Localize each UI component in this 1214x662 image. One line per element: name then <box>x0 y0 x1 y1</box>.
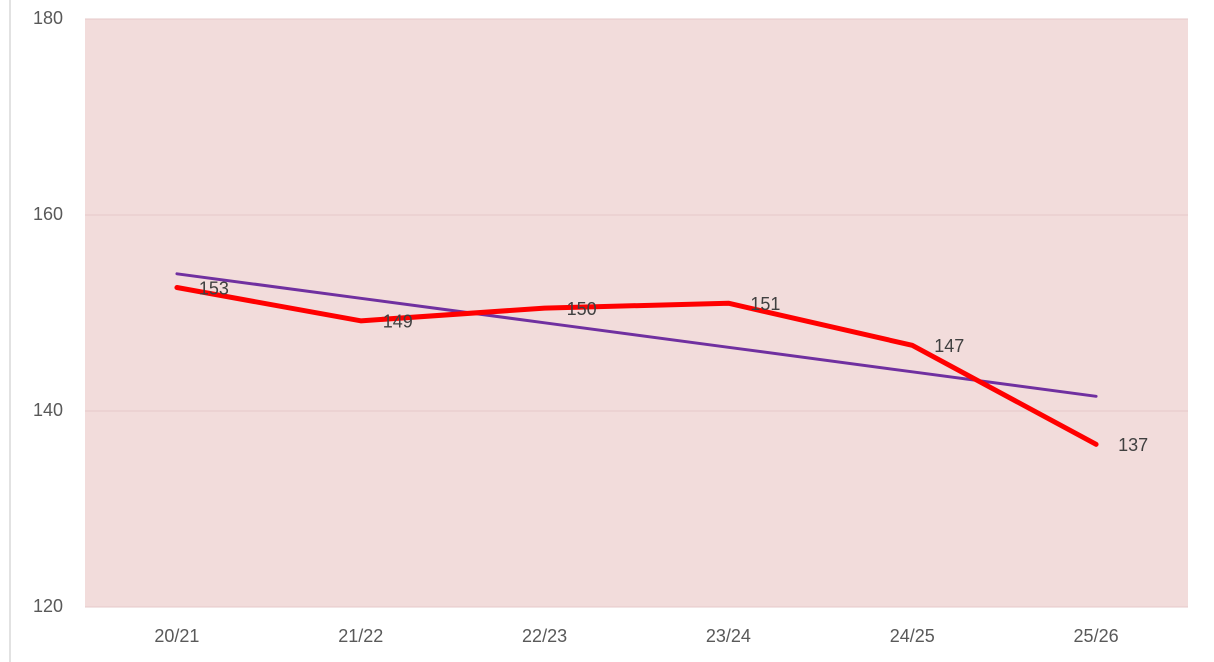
x-tick-label: 20/21 <box>154 626 199 646</box>
data-label: 150 <box>567 299 597 319</box>
line-series <box>175 272 1098 398</box>
x-tick-label: 21/22 <box>338 626 383 646</box>
data-label: 151 <box>750 294 780 314</box>
y-tick-label: 140 <box>33 400 63 420</box>
data-label: 137 <box>1118 435 1148 455</box>
plot-area <box>85 19 1188 607</box>
line-series <box>174 285 1099 447</box>
y-tick-label: 120 <box>33 596 63 616</box>
x-tick-label: 23/24 <box>706 626 751 646</box>
x-tick-label: 25/26 <box>1074 626 1119 646</box>
x-tick-label: 22/23 <box>522 626 567 646</box>
data-label: 149 <box>383 312 413 332</box>
data-label: 147 <box>934 336 964 356</box>
y-tick-label: 160 <box>33 204 63 224</box>
data-label: 153 <box>199 278 229 298</box>
y-tick-label: 180 <box>33 8 63 28</box>
x-tick-label: 24/25 <box>890 626 935 646</box>
